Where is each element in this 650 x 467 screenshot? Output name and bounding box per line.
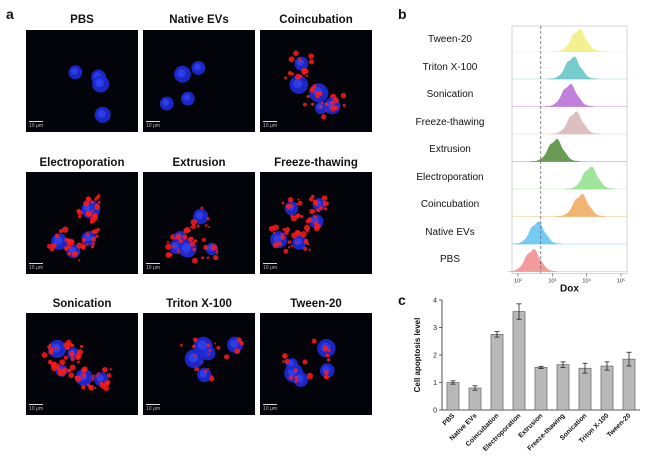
y-tick-label: 1 — [433, 380, 437, 387]
scale-bar: 10 μm — [263, 263, 277, 271]
micrograph-title: Coincubation — [279, 14, 353, 26]
flow-row-label: Native EVs — [425, 226, 475, 238]
y-tick-label: 2 — [433, 353, 437, 360]
micrograph-title: PBS — [70, 14, 94, 26]
error-bar — [626, 351, 632, 367]
flow-cytometry-histograms: 10² 10³ 10⁴ 10⁵ Dox — [507, 25, 628, 293]
flow-histogram — [565, 166, 615, 190]
micrograph-image: 10 μm — [143, 313, 255, 415]
scale-bar: 10 μm — [263, 121, 277, 129]
error-bar — [494, 331, 500, 338]
flow-row-label: Triton X-100 — [422, 61, 478, 73]
x-tick-label: Tween-20 — [606, 412, 633, 439]
flow-row-label: PBS — [439, 254, 460, 265]
scale-bar: 10 μm — [29, 121, 43, 129]
scale-bar: 10 μm — [263, 404, 277, 412]
flow-histogram — [530, 138, 581, 162]
flow-xlabel: Dox — [560, 284, 579, 293]
flow-row-label: Coincubation — [420, 199, 480, 210]
flow-tick-label: 10² — [514, 279, 522, 285]
y-tick-label: 3 — [433, 325, 437, 332]
flow-tick-label: 10⁵ — [617, 278, 625, 285]
bar — [490, 334, 504, 411]
y-axis-label: Cell apoptosis level — [413, 318, 422, 393]
flow-histogram — [507, 248, 558, 272]
flow-row-label: Tween-20 — [428, 34, 472, 45]
bar — [600, 365, 614, 411]
bar — [468, 387, 482, 411]
bar — [512, 311, 526, 411]
error-bar — [604, 361, 610, 371]
y-tick-label: 4 — [433, 298, 437, 305]
flow-row-label: Sonication — [426, 89, 474, 100]
y-tick-label: 0 — [433, 408, 437, 415]
scale-bar: 10 μm — [146, 121, 160, 129]
micrograph-title: Freeze-thawing — [274, 157, 358, 169]
scale-bar: 10 μm — [146, 263, 160, 271]
x-tick-label: PBS — [442, 412, 457, 427]
flow-histogram — [550, 111, 600, 135]
flow-row-label: Extrusion — [429, 144, 471, 155]
micrograph-title: Electroporation — [39, 157, 125, 169]
micrograph-image: 10 μm — [260, 30, 372, 132]
flow-histogram — [544, 83, 595, 107]
bar — [446, 382, 460, 411]
error-bar — [560, 361, 566, 368]
micrograph-image: 10 μm — [26, 313, 138, 415]
micrograph-image: 10 μm — [143, 30, 255, 132]
micrograph-title: Tween-20 — [290, 298, 342, 310]
error-bar — [472, 385, 478, 391]
micrograph-title: Extrusion — [172, 157, 226, 169]
error-bar — [538, 365, 544, 369]
bar — [578, 367, 592, 411]
flow-tick-label: 10⁴ — [582, 278, 591, 285]
panel-c-letter: c — [398, 292, 406, 308]
bar — [534, 367, 548, 411]
micrograph-title: Native EVs — [169, 14, 229, 26]
error-bar — [582, 362, 588, 374]
micrograph-image: 10 μm — [26, 172, 138, 274]
scale-bar: 10 μm — [146, 404, 160, 412]
flow-tick-label: 10³ — [548, 279, 556, 285]
micrograph-image: 10 μm — [143, 172, 255, 274]
error-bar — [450, 380, 456, 385]
flow-histogram — [512, 221, 562, 245]
panel-a-letter: a — [6, 6, 14, 22]
micrograph-image: 10 μm — [26, 30, 138, 132]
flow-row-label: Freeze-thawing — [415, 116, 485, 128]
panel-b-letter: b — [398, 6, 407, 22]
flow-histogram — [556, 193, 606, 217]
micrograph-title: Sonication — [52, 298, 112, 310]
scale-bar: 10 μm — [29, 263, 43, 271]
micrograph-image: 10 μm — [260, 313, 372, 415]
flow-row-label: Electroporation — [416, 171, 484, 183]
micrograph-image: 10 μm — [260, 172, 372, 274]
bar — [622, 358, 636, 411]
micrograph-title: Triton X-100 — [166, 298, 232, 310]
error-bar — [516, 303, 522, 320]
flow-histogram — [547, 56, 598, 80]
bar — [556, 364, 570, 411]
scale-bar: 10 μm — [29, 404, 43, 412]
flow-histogram — [553, 28, 604, 52]
